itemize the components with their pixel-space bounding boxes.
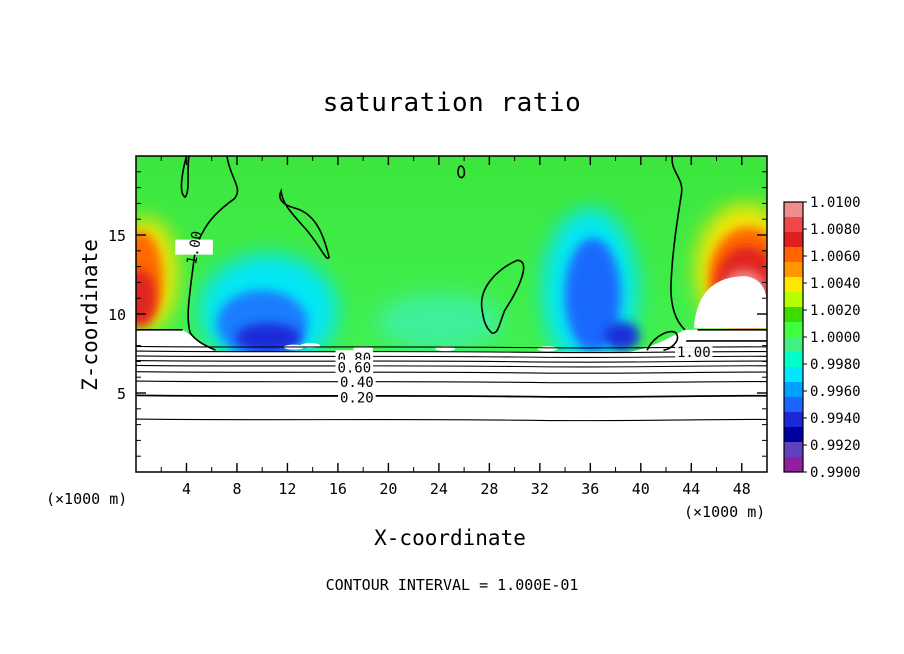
colorbar-swatch-1 bbox=[784, 217, 803, 233]
contour-interval-note: CONTOUR INTERVAL = 1.000E-01 bbox=[325, 576, 579, 594]
colorbar-swatch-17 bbox=[784, 457, 803, 473]
colorbar-swatch-9 bbox=[784, 337, 803, 353]
x-axis-unit-right: (×1000 m) bbox=[684, 503, 766, 521]
x-tick-label-12: 12 bbox=[278, 480, 296, 498]
colorbar-swatch-14 bbox=[784, 412, 803, 428]
contour-level-0.6 bbox=[136, 360, 767, 363]
contour-1.00-small-loop bbox=[457, 165, 466, 179]
colorbar-swatch-13 bbox=[784, 397, 803, 413]
blob-blue-right bbox=[565, 238, 621, 352]
contour-1.00-topleft bbox=[180, 156, 190, 199]
blob-darkblue-right bbox=[604, 321, 640, 351]
white-core-right bbox=[693, 276, 767, 329]
colorbar-label-5: 1.0000 bbox=[810, 330, 861, 346]
x-tick-label-24: 24 bbox=[430, 480, 448, 498]
x-tick-label-8: 8 bbox=[232, 480, 241, 498]
x-tick-label-48: 48 bbox=[733, 480, 751, 498]
y-tick-label-5: 5 bbox=[117, 385, 126, 403]
chart-title: saturation ratio bbox=[322, 88, 582, 118]
colorbar-swatch-6 bbox=[784, 292, 803, 308]
colorbar-label-6: 0.9980 bbox=[810, 357, 861, 373]
colorbar-label-7: 0.9960 bbox=[810, 384, 861, 400]
colorbar-swatch-16 bbox=[784, 442, 803, 458]
colorbar-swatch-4 bbox=[784, 262, 803, 278]
contour-1.00-right bbox=[670, 156, 686, 331]
contour-1.00-diagonal-loop bbox=[279, 187, 330, 260]
colorbar-label-3: 1.0040 bbox=[810, 276, 861, 292]
contour-label-bg-1 bbox=[675, 343, 713, 359]
boundary-speck-4 bbox=[537, 346, 558, 352]
y-axis-title: Z-coordinate bbox=[78, 239, 102, 391]
x-tick-label-44: 44 bbox=[682, 480, 700, 498]
contour-label-4: 0.40 bbox=[340, 375, 374, 391]
colorbar-label-10: 0.9900 bbox=[810, 465, 861, 481]
contour-label-bg-3 bbox=[335, 359, 374, 375]
boundary-speck-2 bbox=[353, 346, 374, 352]
contour-1.00-left bbox=[187, 156, 239, 352]
x-tick-label-28: 28 bbox=[480, 480, 498, 498]
contour-level-0.5 bbox=[136, 364, 767, 368]
x-tick-label-32: 32 bbox=[531, 480, 549, 498]
colorbar-swatch-8 bbox=[784, 322, 803, 338]
subsaturated-region bbox=[136, 329, 767, 472]
colorbar-swatch-7 bbox=[784, 307, 803, 323]
colorbar-swatch-10 bbox=[784, 352, 803, 368]
x-tick-label-20: 20 bbox=[379, 480, 397, 498]
x-tick-label-16: 16 bbox=[329, 480, 347, 498]
saturation-field bbox=[136, 156, 767, 472]
blob-cyan-mid bbox=[375, 293, 502, 351]
colorbar-label-1: 1.0080 bbox=[810, 222, 861, 238]
x-axis-title: X-coordinate bbox=[374, 526, 526, 550]
x-tick-label-36: 36 bbox=[581, 480, 599, 498]
contour-1.00-right-flat bbox=[686, 329, 767, 342]
blob-red-left bbox=[136, 269, 157, 327]
colorbar-swatch-11 bbox=[784, 367, 803, 383]
contour-label-3: 0.60 bbox=[337, 361, 371, 377]
contour-label-bg-0 bbox=[175, 239, 213, 255]
colorbar-label-9: 0.9920 bbox=[810, 438, 861, 454]
colorbar-label-0: 1.0100 bbox=[810, 195, 861, 211]
colorbar-swatch-15 bbox=[784, 427, 803, 443]
contour-level-0.2 bbox=[136, 394, 767, 398]
contour-lines bbox=[136, 156, 767, 422]
contour-label-5: 0.20 bbox=[340, 391, 374, 407]
contour-label-0: 1.00 bbox=[184, 230, 206, 266]
colorbar-swatch-12 bbox=[784, 382, 803, 398]
colorbar-swatch-2 bbox=[784, 232, 803, 248]
contour-label-bg-5 bbox=[338, 389, 376, 405]
colorbar-label-4: 1.0020 bbox=[810, 303, 861, 319]
colorbar-label-2: 1.0060 bbox=[810, 249, 861, 265]
contour-level-0.1 bbox=[136, 418, 767, 422]
x-tick-label-4: 4 bbox=[182, 480, 191, 498]
colorbar-swatch-5 bbox=[784, 277, 803, 293]
y-tick-label-10: 10 bbox=[108, 306, 126, 324]
x-axis-unit-left: (×1000 m) bbox=[46, 490, 128, 508]
colorbar-swatch-0 bbox=[784, 202, 803, 218]
contour-1.00-center-loop bbox=[480, 259, 525, 334]
x-tick-label-40: 40 bbox=[632, 480, 650, 498]
y-tick-label-15: 15 bbox=[108, 227, 126, 245]
contour-level-0.3 bbox=[136, 380, 767, 384]
colorbar-label-8: 0.9940 bbox=[810, 411, 861, 427]
contour-label-1: 1.00 bbox=[677, 345, 711, 361]
blob-darkblue-left bbox=[235, 323, 302, 352]
contour-label-bg-4 bbox=[338, 373, 376, 389]
contour-level-0.4 bbox=[136, 371, 767, 374]
colorbar-swatch-3 bbox=[784, 247, 803, 263]
